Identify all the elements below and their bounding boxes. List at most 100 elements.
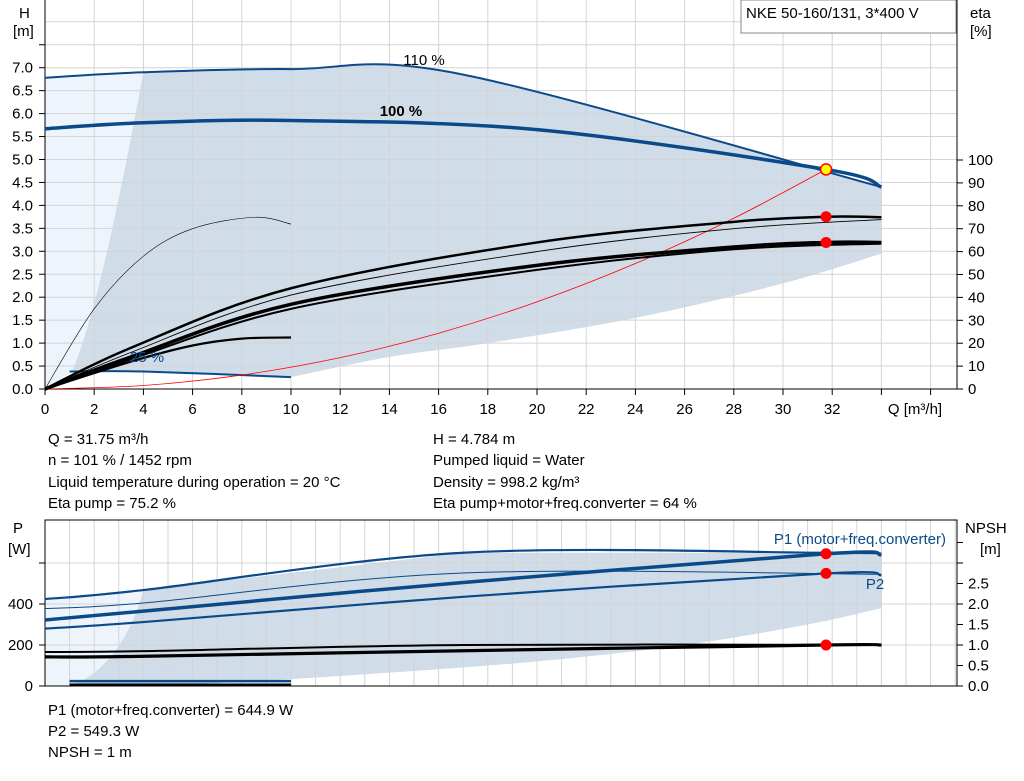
y2-axis-label: eta — [970, 5, 992, 22]
result-p2: P2 = 549.3 W — [48, 723, 140, 740]
label-110-percent: 110 % — [403, 52, 444, 69]
label-p1: P1 (motor+freq.converter) — [774, 531, 946, 548]
x-tick-label: 28 — [725, 401, 742, 418]
y2-tick-label: 0 — [968, 381, 976, 398]
label-100-percent: 100 % — [380, 103, 423, 120]
duty-point — [820, 236, 832, 248]
y-tick-label: 2.0 — [12, 289, 33, 306]
curve-eta-pump-100 — [44, 215, 882, 391]
y2-tick-label: 2.5 — [968, 576, 989, 593]
x-tick-label: 30 — [775, 401, 792, 418]
x-tick-label: 14 — [381, 401, 398, 418]
x-tick-label: 18 — [479, 401, 496, 418]
curve-eta-total-100 — [44, 240, 882, 391]
curve-p1-100 — [44, 550, 882, 622]
curve-npsh-100 — [44, 642, 882, 659]
y2-tick-label: 20 — [968, 335, 985, 352]
y-tick-label: 1.0 — [12, 335, 33, 352]
y2-tick-label: 90 — [968, 175, 985, 192]
npsh-axis-label: NPSH — [965, 520, 1007, 537]
y2-tick-label: 0.0 — [968, 678, 989, 695]
y2-tick-label: 1.0 — [968, 637, 989, 654]
result-q: Q = 31.75 m³/h — [48, 431, 149, 448]
duty-point — [819, 163, 833, 176]
y-tick-label: 6.5 — [12, 83, 33, 100]
x-tick-label: 4 — [139, 401, 147, 418]
title-box — [740, 0, 957, 34]
duty-point — [820, 211, 832, 223]
y-tick-label: 7.0 — [12, 60, 33, 77]
y2-tick-label: 40 — [968, 289, 985, 306]
curve-eta-total-25 — [44, 336, 292, 391]
duty-point — [820, 548, 832, 560]
y-tick-label: 5.5 — [12, 129, 33, 146]
curve-eta-pump-110 — [44, 219, 882, 390]
y2-tick-label: 0.5 — [968, 658, 989, 675]
y-tick-label: 1.5 — [12, 312, 33, 329]
curve-eta-total-110 — [44, 242, 882, 390]
y-tick-label: 200 — [8, 637, 33, 654]
x-tick-label: 8 — [238, 401, 246, 418]
y-tick-label: 3.0 — [12, 243, 33, 260]
result-h: H = 4.784 m — [433, 431, 516, 448]
result-p1: P1 (motor+freq.converter) = 644.9 W — [48, 702, 294, 719]
label-p2: P2 — [866, 576, 884, 593]
y2-tick-label: 60 — [968, 244, 985, 261]
x-tick-label: 2 — [90, 401, 98, 418]
x-axis-label: Q [m³/h] — [888, 401, 942, 418]
y-tick-label: 2.5 — [12, 266, 33, 283]
x-tick-label: 24 — [627, 401, 644, 418]
x-tick-label: 26 — [676, 401, 693, 418]
label-25-percent: 25 % — [130, 349, 164, 366]
y2-tick-label: 100 — [968, 152, 993, 169]
y2-tick-label: 70 — [968, 221, 985, 238]
result-density: Density = 998.2 kg/m³ — [433, 474, 580, 491]
y2-tick-label: 50 — [968, 267, 985, 284]
result-eta-total: Eta pump+motor+freq.converter = 64 % — [433, 495, 697, 512]
y2-tick-label: 80 — [968, 198, 985, 215]
result-eta-pump: Eta pump = 75.2 % — [48, 495, 176, 512]
y2-tick-label: 10 — [968, 358, 985, 375]
curve-system — [44, 169, 827, 390]
y-axis-unit: [m] — [13, 23, 34, 40]
y-tick-label: 6.0 — [12, 106, 33, 123]
y-tick-label: 0.5 — [12, 358, 33, 375]
y-tick-label: 4.0 — [12, 197, 33, 214]
x-tick-label: 6 — [188, 401, 196, 418]
x-tick-label: 20 — [529, 401, 546, 418]
y-axis-label: H — [19, 5, 30, 22]
y-tick-label: 0 — [25, 678, 33, 695]
x-tick-label: 10 — [283, 401, 300, 418]
p-axis-label: P — [13, 520, 23, 537]
x-tick-label: 16 — [430, 401, 447, 418]
curve-p2-100 — [44, 571, 882, 630]
y-tick-label: 0.0 — [12, 381, 33, 398]
y2-tick-label: 1.5 — [968, 617, 989, 634]
curve-eta-pump-25 — [44, 216, 292, 390]
y-tick-label: 4.5 — [12, 174, 33, 191]
x-tick-label: 12 — [332, 401, 349, 418]
y2-tick-label: 30 — [968, 312, 985, 329]
curve-p2-110 — [44, 570, 882, 610]
result-temp: Liquid temperature during operation = 20… — [48, 474, 341, 491]
x-tick-label: 0 — [41, 401, 49, 418]
power-plot-frame — [44, 519, 958, 687]
x-tick-label: 22 — [578, 401, 595, 418]
pump-title: NKE 50-160/131, 3*400 V — [746, 5, 919, 22]
duty-point — [820, 567, 832, 579]
result-liquid: Pumped liquid = Water — [433, 452, 585, 469]
x-tick-label: 32 — [824, 401, 841, 418]
y2-tick-label: 2.0 — [968, 596, 989, 613]
npsh-axis-unit: [m] — [980, 541, 1001, 558]
result-npsh: NPSH = 1 m — [48, 744, 132, 761]
duty-point — [820, 639, 832, 651]
p-axis-unit: [W] — [8, 541, 31, 558]
y-tick-label: 400 — [8, 596, 33, 613]
y-tick-label: 3.5 — [12, 220, 33, 237]
y2-axis-unit: [%] — [970, 23, 992, 40]
y-tick-label: 5.0 — [12, 152, 33, 169]
curve-h110 — [44, 63, 882, 189]
curve-h100 — [44, 118, 883, 189]
